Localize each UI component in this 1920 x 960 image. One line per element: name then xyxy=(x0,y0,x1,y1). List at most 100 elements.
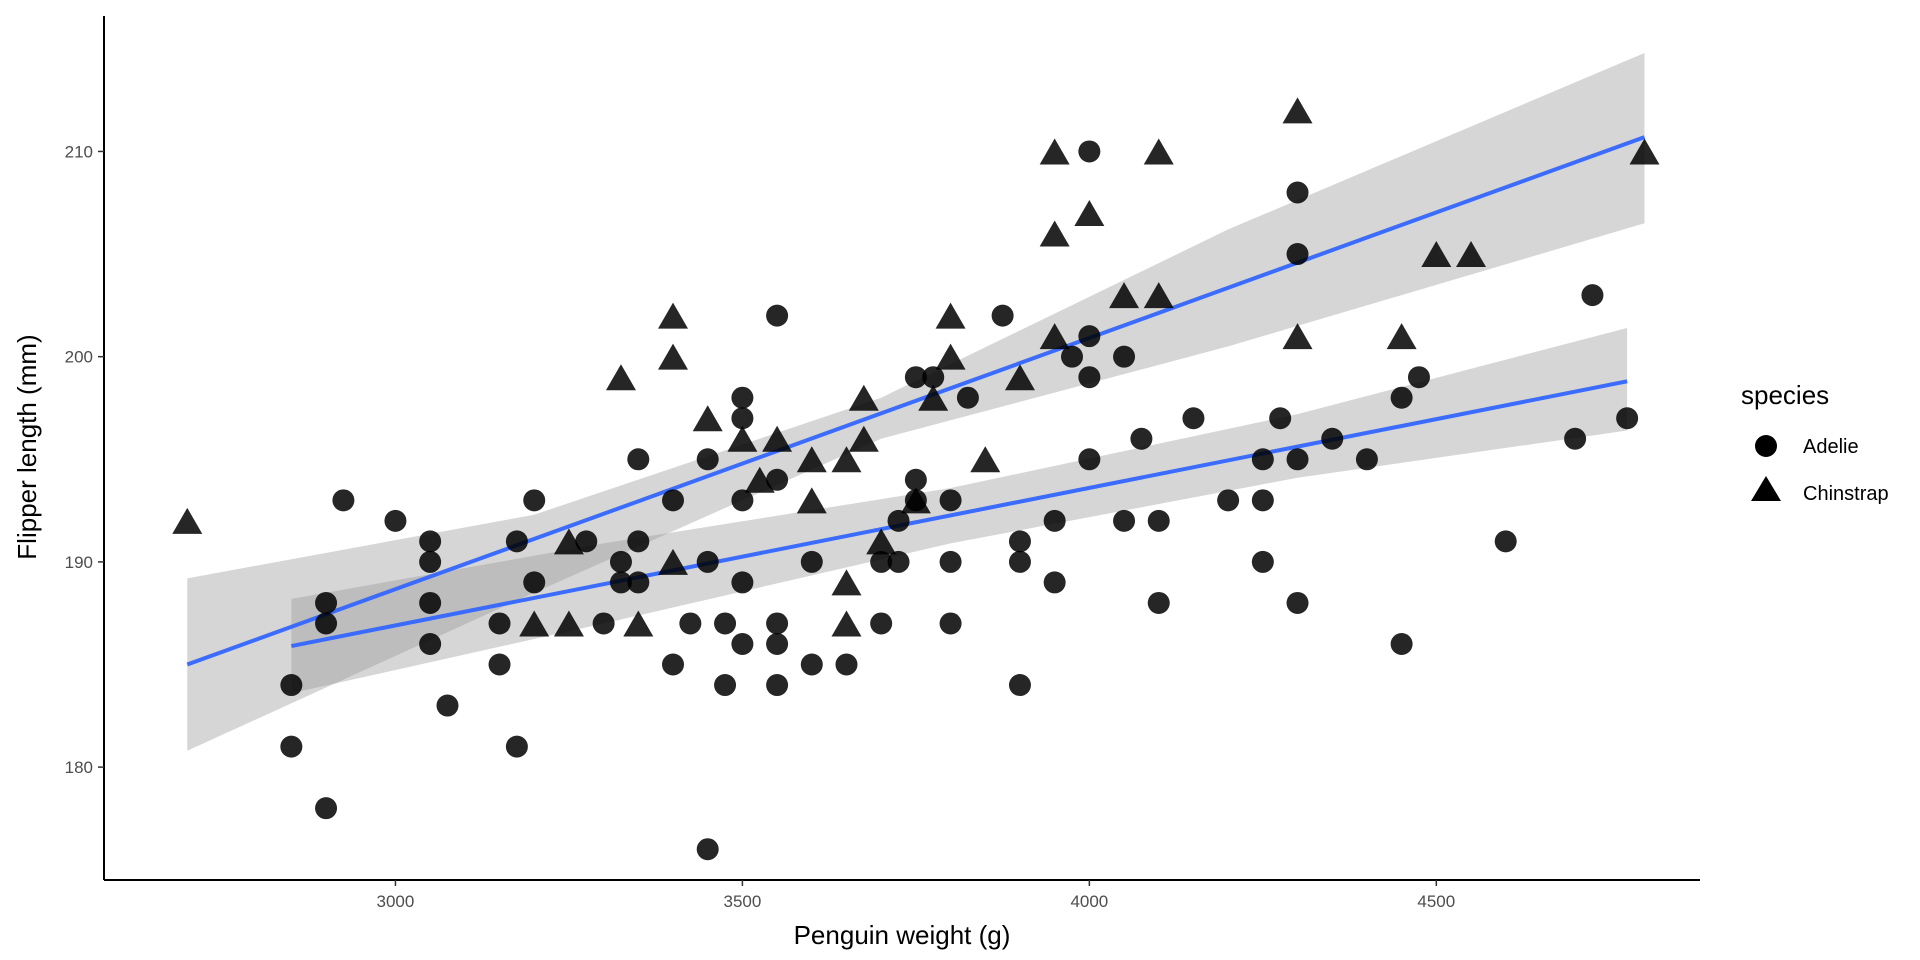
point-adelie xyxy=(922,366,945,389)
point-adelie xyxy=(1564,427,1587,450)
fit-line-adelie xyxy=(290,379,1628,649)
point-chinstrap xyxy=(1143,138,1174,165)
point-adelie xyxy=(1217,489,1240,512)
point-adelie xyxy=(1147,591,1170,614)
point-chinstrap xyxy=(1629,138,1660,165)
point-adelie xyxy=(1390,386,1413,409)
point-adelie xyxy=(766,674,789,697)
point-adelie xyxy=(1078,366,1101,389)
point-chinstrap xyxy=(1421,241,1452,268)
point-chinstrap xyxy=(1039,138,1070,165)
legend-title: species xyxy=(1741,380,1829,410)
point-adelie xyxy=(280,674,303,697)
point-chinstrap xyxy=(1039,323,1070,350)
point-adelie xyxy=(523,489,546,512)
point-adelie xyxy=(523,571,546,594)
point-chinstrap xyxy=(762,425,793,452)
ribbon-adelie xyxy=(291,327,1628,694)
point-adelie xyxy=(766,632,789,655)
point-adelie xyxy=(870,612,893,635)
point-adelie xyxy=(662,653,685,676)
y-tick-label: 200 xyxy=(65,348,93,367)
point-adelie xyxy=(627,530,650,553)
point-adelie xyxy=(609,571,632,594)
point-chinstrap xyxy=(1282,323,1313,350)
point-adelie xyxy=(731,571,754,594)
point-chinstrap xyxy=(727,425,758,452)
point-chinstrap xyxy=(553,528,584,555)
point-adelie xyxy=(1286,181,1309,204)
point-chinstrap xyxy=(519,610,550,637)
point-adelie xyxy=(1494,530,1517,553)
point-adelie xyxy=(1581,284,1604,307)
point-chinstrap xyxy=(1109,282,1140,309)
point-adelie xyxy=(1008,530,1031,553)
point-adelie xyxy=(800,653,823,676)
point-adelie xyxy=(419,591,442,614)
point-chinstrap xyxy=(1386,323,1417,350)
y-tick-label: 180 xyxy=(65,758,93,777)
point-adelie xyxy=(939,612,962,635)
point-adelie xyxy=(592,612,615,635)
point-adelie xyxy=(1008,674,1031,697)
point-chinstrap xyxy=(744,466,775,493)
point-adelie xyxy=(731,489,754,512)
point-chinstrap xyxy=(831,446,862,473)
point-adelie xyxy=(991,304,1014,327)
x-tick-label: 4500 xyxy=(1417,892,1455,911)
point-chinstrap xyxy=(935,343,966,370)
fit-lines xyxy=(186,135,1646,667)
point-adelie xyxy=(488,612,511,635)
point-chinstrap xyxy=(553,610,584,637)
point-adelie xyxy=(332,489,355,512)
point-chinstrap xyxy=(900,487,931,514)
point-adelie xyxy=(714,612,737,635)
point-adelie xyxy=(696,448,719,471)
point-chinstrap xyxy=(848,425,879,452)
data-points xyxy=(172,97,1660,861)
y-tick-label: 190 xyxy=(65,553,93,572)
x-axis-ticks: 3000 3500 4000 4500 xyxy=(377,880,1455,911)
point-adelie xyxy=(714,674,737,697)
point-adelie xyxy=(887,550,910,573)
point-adelie xyxy=(1355,448,1378,471)
point-adelie xyxy=(1286,591,1309,614)
point-adelie xyxy=(1147,509,1170,532)
point-adelie xyxy=(384,509,407,532)
point-adelie xyxy=(1251,489,1274,512)
point-chinstrap xyxy=(1143,282,1174,309)
legend-label-chinstrap: Chinstrap xyxy=(1803,483,1889,505)
point-chinstrap xyxy=(623,610,654,637)
point-chinstrap xyxy=(658,343,689,370)
point-adelie xyxy=(1321,427,1344,450)
point-chinstrap xyxy=(692,405,723,432)
point-chinstrap xyxy=(935,302,966,329)
point-adelie xyxy=(939,489,962,512)
point-adelie xyxy=(1130,427,1153,450)
point-adelie xyxy=(1182,407,1205,430)
point-adelie xyxy=(904,468,927,491)
point-adelie xyxy=(870,550,893,573)
point-chinstrap xyxy=(918,384,949,411)
point-adelie xyxy=(766,612,789,635)
point-adelie xyxy=(1043,509,1066,532)
point-adelie xyxy=(419,632,442,655)
point-adelie xyxy=(1616,407,1639,430)
point-adelie xyxy=(766,304,789,327)
x-tick-label: 3500 xyxy=(723,892,761,911)
point-adelie xyxy=(280,735,303,758)
point-adelie xyxy=(627,571,650,594)
point-chinstrap xyxy=(866,528,897,555)
point-chinstrap xyxy=(658,302,689,329)
point-adelie xyxy=(609,550,632,573)
point-chinstrap xyxy=(1074,200,1105,227)
point-adelie xyxy=(1286,243,1309,266)
point-adelie xyxy=(904,366,927,389)
point-adelie xyxy=(1078,140,1101,163)
point-adelie xyxy=(315,591,338,614)
x-tick-label: 4000 xyxy=(1070,892,1108,911)
point-adelie xyxy=(662,489,685,512)
point-adelie xyxy=(731,407,754,430)
point-adelie xyxy=(505,530,528,553)
y-axis-ticks: 180 190 200 210 xyxy=(65,142,104,777)
